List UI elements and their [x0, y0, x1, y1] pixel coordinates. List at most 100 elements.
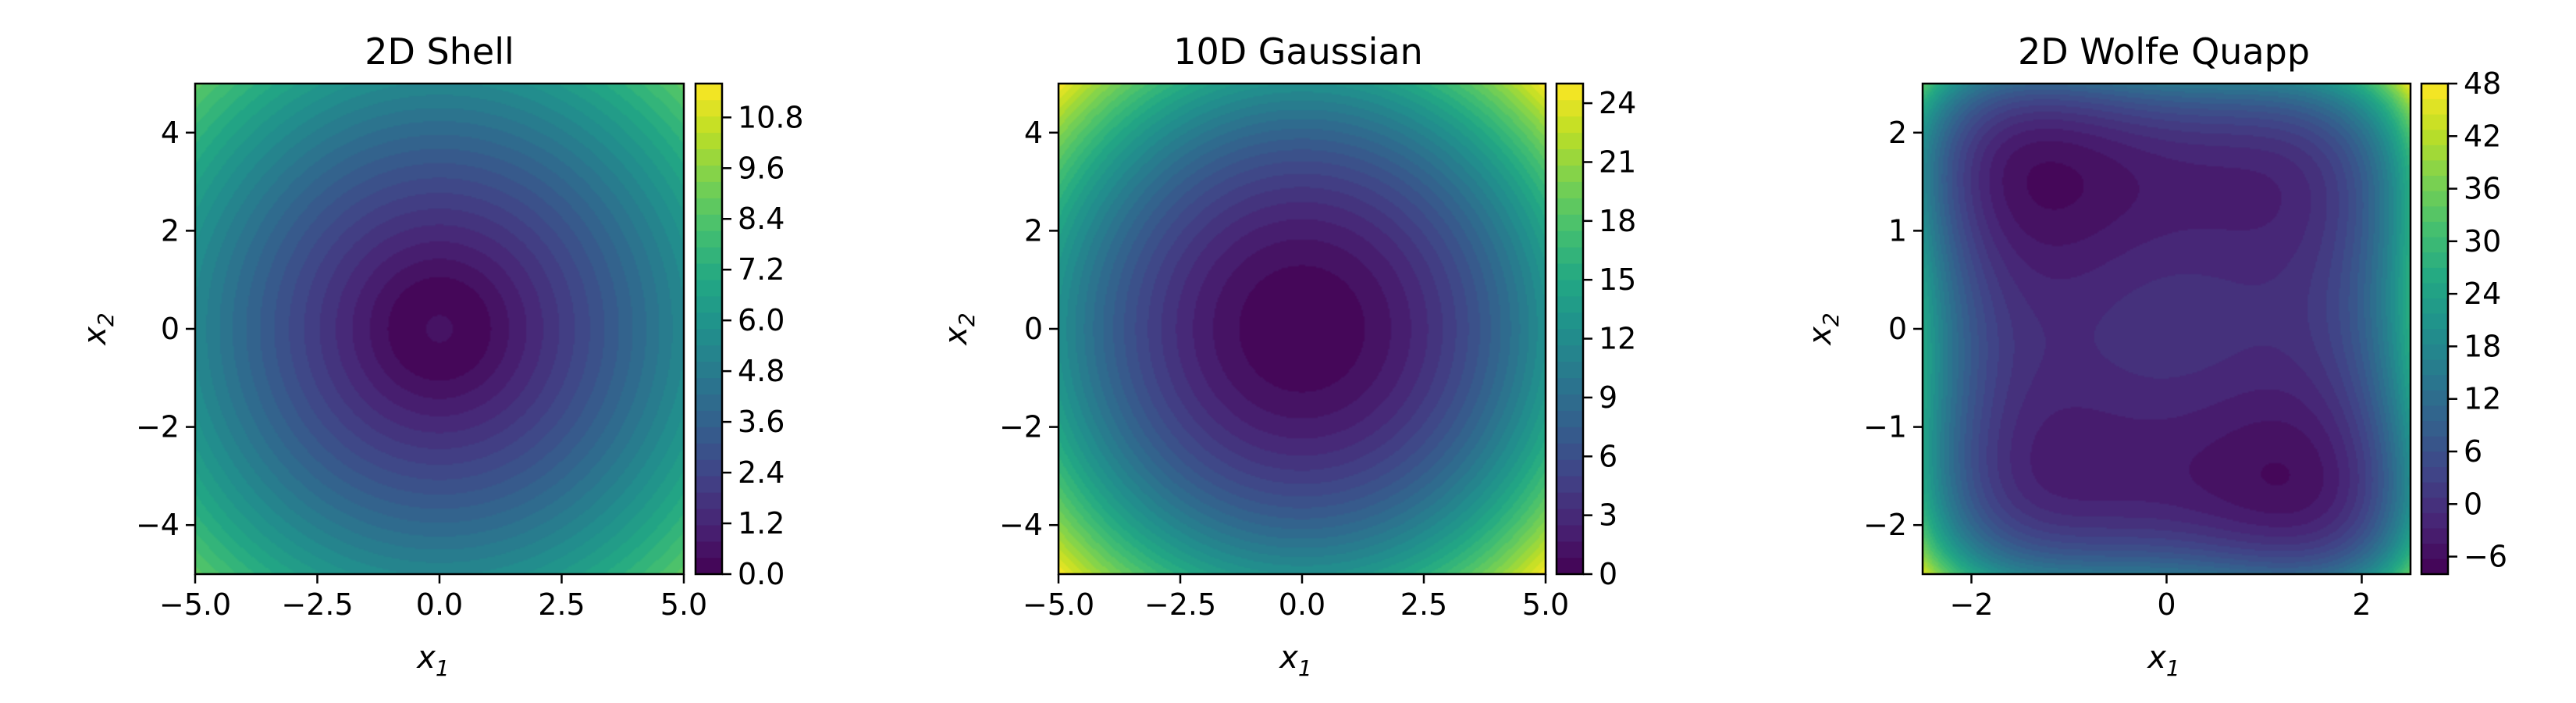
y-axis-label: x2: [938, 312, 980, 347]
contour-fill: [1059, 84, 1546, 574]
colorbar-segment: [2421, 436, 2448, 452]
x-tick-label: 5.0: [1522, 587, 1569, 622]
colorbar-tick-label: 12: [1599, 322, 1636, 356]
y-tick-label: 4: [161, 116, 180, 150]
colorbar-segment: [1557, 181, 1583, 198]
colorbar-segment: [2421, 512, 2448, 529]
y-tick-label: 4: [1024, 116, 1043, 150]
colorbar-segment: [2421, 374, 2448, 391]
colorbar-segment: [1557, 541, 1583, 558]
y-tick-label: −2: [136, 410, 180, 444]
colorbar-segment: [2421, 145, 2448, 161]
y-axis-ticks: −4 −2 0 2 4: [136, 116, 195, 542]
colorbar-tick-label: 9.6: [738, 151, 785, 185]
x-tick-label: −5.0: [159, 587, 231, 622]
x-axis-ticks: −5.0 −2.5 0.0 2.5 5.0: [159, 574, 707, 622]
colorbar-segment: [696, 328, 722, 346]
colorbar-segment: [696, 148, 722, 166]
colorbar-segment: [2421, 543, 2448, 559]
colorbar-frame: [1555, 82, 1585, 576]
x-tick-label: 2: [2352, 587, 2371, 622]
x-tick-label: −2.5: [1144, 587, 1216, 622]
colorbar-segment: [1557, 262, 1583, 280]
y-tick-label: −2: [1863, 508, 1907, 542]
colorbar-segment: [696, 459, 722, 476]
x-axis-ticks: −2 0 2: [1949, 574, 2371, 622]
colorbar-segment: [696, 557, 722, 575]
colorbar-segment: [1557, 476, 1583, 493]
colorbar-segment: [1557, 214, 1583, 231]
colorbar-tick-label: 30: [2464, 224, 2501, 259]
colorbar-segment: [696, 247, 722, 264]
colorbar-segment: [1557, 230, 1583, 248]
colorbar-segment: [2421, 205, 2448, 222]
colorbar-tick-label: 10.8: [738, 100, 804, 134]
colorbar-tick-label: 18: [1599, 204, 1636, 238]
x-tick-label: 0.0: [1279, 587, 1325, 622]
colorbar-tick-label: 0: [1599, 557, 1617, 591]
colorbar-segment: [1557, 99, 1583, 117]
colorbar-segment: [2421, 191, 2448, 207]
y-axis-label: x2: [1802, 312, 1844, 347]
colorbar-segment: [696, 492, 722, 509]
y-tick-label: 0: [161, 312, 180, 346]
colorbar-segment: [1557, 295, 1583, 313]
colorbar-segment: [696, 541, 722, 558]
colorbar-tick-label: 6: [2464, 434, 2482, 469]
contour-fill: [1923, 84, 2411, 574]
x-tick-label: 0.0: [416, 587, 463, 622]
colorbar-tick-label: 1.2: [738, 506, 785, 541]
colorbar-segment: [696, 508, 722, 526]
x-axis-label: x1: [415, 640, 450, 681]
colorbar-segment: [1557, 459, 1583, 476]
colorbar-segment: [696, 279, 722, 297]
colorbar-segment: [696, 116, 722, 134]
colorbar-tick-label: 12: [2464, 382, 2501, 416]
colorbar-segment: [696, 230, 722, 248]
colorbar-segment: [1557, 557, 1583, 575]
colorbar-segment: [696, 165, 722, 182]
colorbar-segment: [696, 361, 722, 379]
x-tick-label: −2: [1949, 587, 1993, 622]
colorbar-segment: [696, 214, 722, 231]
colorbar-segment: [2421, 282, 2448, 299]
colorbar-segment: [696, 99, 722, 117]
colorbar-tick-label: 0: [2464, 487, 2482, 521]
contour-plot-area: [1057, 82, 1547, 576]
colorbar-tick-label: 21: [1599, 145, 1636, 179]
colorbar-segment: [2421, 159, 2448, 177]
y-tick-label: 0: [1024, 312, 1043, 346]
y-tick-label: −1: [1863, 410, 1907, 444]
y-tick-label: −4: [136, 508, 180, 542]
colorbar-segment: [2421, 221, 2448, 237]
colorbar-segment: [696, 524, 722, 542]
colorbar-segment: [2421, 313, 2448, 330]
y-tick-label: −4: [999, 508, 1043, 542]
colorbar-segment: [1557, 394, 1583, 411]
colorbar-segment: [1557, 443, 1583, 460]
colorbar-segment: [2421, 267, 2448, 284]
colorbar-tick-label: 42: [2464, 119, 2501, 153]
colorbar-segment: [696, 476, 722, 493]
colorbar-tick-label: 9: [1599, 380, 1617, 415]
x-axis-label: x1: [2146, 640, 2180, 681]
y-tick-label: 2: [1888, 116, 1907, 150]
colorbar-segment: [1557, 426, 1583, 444]
colorbar-segment: [696, 377, 722, 395]
colorbar-segment: [1557, 165, 1583, 182]
colorbar-tick-label: 15: [1599, 262, 1636, 297]
colorbar-segment: [1557, 247, 1583, 264]
colorbar-tick-label: 24: [1599, 86, 1636, 120]
colorbar-segment: [2421, 420, 2448, 437]
colorbar-segment: [1557, 198, 1583, 215]
colorbar-segment: [1557, 116, 1583, 134]
colorbar-segment: [2421, 390, 2448, 406]
colorbar-segment: [696, 344, 722, 362]
colorbar-segment: [696, 410, 722, 427]
colorbar-tick-label: 8.4: [738, 202, 785, 236]
x-tick-label: −5.0: [1023, 587, 1094, 622]
colorbar-segment: [696, 181, 722, 198]
